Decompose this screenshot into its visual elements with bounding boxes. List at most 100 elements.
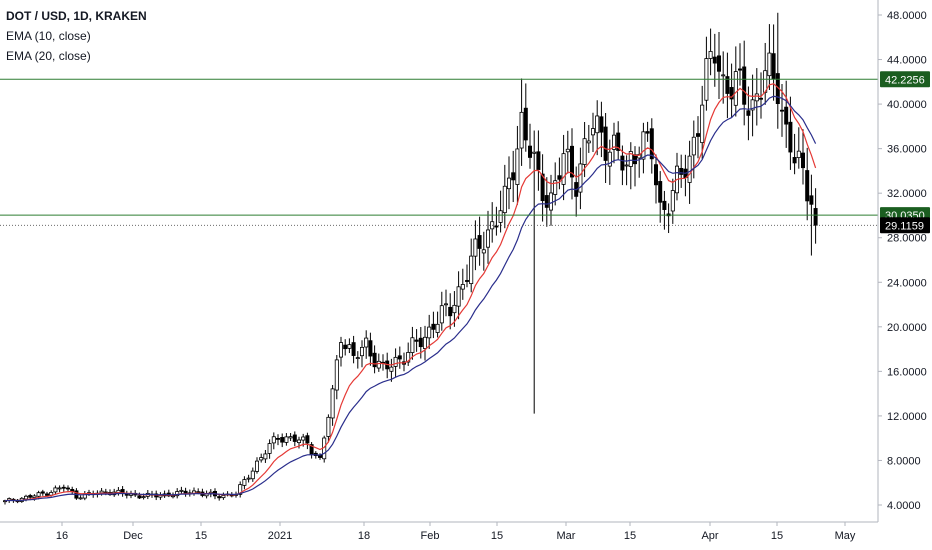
candle-body [275, 437, 280, 440]
candle-body [99, 490, 104, 494]
candle-body [784, 106, 789, 125]
candle-body [36, 492, 41, 497]
level-badge[interactable] [880, 71, 930, 88]
candle-body [288, 436, 293, 439]
candle-body [725, 76, 730, 94]
price-tick-label: 40.0000 [887, 99, 927, 111]
candle-body [448, 306, 453, 317]
candle-body [502, 185, 507, 214]
candle-body [393, 356, 398, 367]
candle-body [32, 495, 37, 498]
time-tick-label: Feb [421, 530, 440, 542]
candle-body [452, 304, 457, 314]
time-axis[interactable]: 16 Dec 15 2021 18 Feb 15 Mar 15 Apr 15 May [0, 521, 878, 542]
candle-body [61, 486, 66, 489]
candle-body [801, 152, 806, 169]
price-tick-label: 4.0000 [887, 500, 921, 512]
legend-symbol[interactable]: DOT / USD, 1D, KRAKEN [6, 9, 147, 23]
candle-body [326, 416, 331, 437]
candle-body [305, 435, 310, 444]
candle-body [796, 150, 801, 159]
candle-body [628, 151, 633, 167]
candle-body [418, 337, 423, 348]
candle-body [137, 495, 142, 499]
price-axis[interactable]: 4.0000 8.0000 12.0000 16.0000 20.0000 24.0000… [877, 0, 930, 522]
price-tick-label: 32.0000 [887, 188, 927, 200]
candle-body [544, 195, 549, 208]
candle-body [570, 145, 575, 178]
candle-body [532, 151, 537, 154]
candle-body [654, 164, 659, 186]
candle-body [389, 366, 394, 372]
candle-body [28, 495, 33, 498]
candle-body [414, 339, 419, 342]
last-price-badge[interactable] [880, 217, 930, 234]
candle-body [141, 496, 146, 499]
legend-ema20[interactable]: EMA (20, close) [6, 49, 91, 63]
candle-body [292, 434, 297, 442]
candle-body [217, 496, 222, 499]
candle-body [66, 487, 71, 490]
candle-body [582, 138, 587, 165]
candle-body [347, 344, 352, 349]
candle-body [506, 177, 511, 190]
candle-body [422, 336, 427, 349]
candle-body [754, 93, 759, 102]
candle-body [259, 457, 264, 461]
price-tick-label: 16.0000 [887, 366, 927, 378]
candle-body [603, 126, 608, 161]
candle-body [515, 148, 520, 185]
candle-body [633, 154, 638, 165]
candle-body [721, 74, 726, 77]
candle-body [456, 286, 461, 307]
time-tick-label: Dec [123, 530, 143, 542]
candle-body [708, 51, 713, 59]
candle-body [813, 208, 818, 226]
candle-body [338, 342, 343, 358]
candle-body [78, 497, 83, 500]
candle-body [263, 453, 268, 460]
time-tick-label: Mar [557, 530, 576, 542]
candle-body [477, 235, 482, 249]
candle-body [460, 284, 465, 290]
candle-body [464, 280, 469, 282]
candle-body [267, 443, 272, 454]
candle-body [301, 436, 306, 441]
candle-body [519, 111, 524, 149]
candle-body [540, 173, 545, 202]
candle-body [662, 200, 667, 210]
candle-body [733, 71, 738, 106]
ema-layer [4, 83, 817, 502]
candle-body [309, 444, 314, 455]
time-tick-label: 2021 [268, 530, 292, 542]
time-tick-label: 15 [195, 530, 207, 542]
candle-body [595, 115, 600, 134]
candle-body [296, 439, 301, 444]
candle-body [368, 340, 373, 357]
candle-body [561, 153, 566, 185]
candle-body [284, 436, 289, 443]
time-tick-label: 15 [624, 530, 636, 542]
price-tick-label: 20.0000 [887, 322, 927, 334]
candle-body [435, 323, 440, 333]
candle-body [57, 487, 62, 490]
candle-body [485, 229, 490, 248]
candle-body [45, 493, 50, 496]
candle-body [658, 181, 663, 203]
candle-body [624, 164, 629, 167]
candle-body [334, 359, 339, 391]
candle-body [759, 97, 764, 100]
candle-body [607, 151, 612, 167]
candle-body [238, 484, 243, 495]
candle-body [645, 131, 650, 134]
candle-body [364, 337, 369, 348]
candle-body [670, 190, 675, 212]
legend-ema10[interactable]: EMA (10, close) [6, 29, 91, 43]
candle-body [355, 357, 360, 359]
candle-body [679, 167, 684, 175]
candle-body [469, 255, 474, 285]
candle-body [691, 136, 696, 156]
candle-body [586, 140, 591, 144]
candle-body [372, 352, 377, 368]
